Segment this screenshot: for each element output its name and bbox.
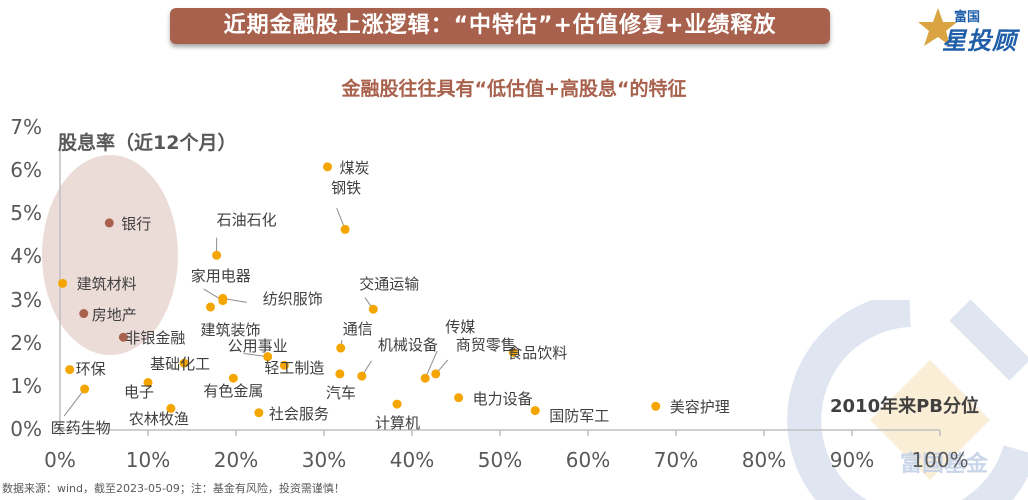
logo-top-text: 富国 [954, 10, 981, 25]
y-tick-label: 2% [10, 330, 42, 355]
point-label: 环保 [75, 359, 106, 378]
point-label: 社会服务 [268, 404, 329, 423]
x-tick-label: 100% [911, 448, 969, 472]
point-label: 交通运输 [359, 275, 420, 294]
data-point-国防军工 [530, 406, 540, 416]
data-point-美容护理 [651, 401, 661, 411]
y-axis-label: 股息率（近12个月） [58, 132, 237, 154]
point-label: 非银金融 [125, 329, 186, 348]
data-point-农林牧渔 [166, 403, 176, 413]
data-point-非银金融 [118, 332, 128, 342]
point-label: 商贸零售 [455, 335, 516, 354]
chart-subtitle: 金融股往往具有“低估值+高股息“的特征 [341, 78, 687, 100]
point-label: 电力设备 [472, 389, 533, 408]
point-label: 煤炭 [339, 158, 370, 177]
point-label: 机械设备 [377, 336, 438, 355]
data-point-食品饮料 [508, 347, 518, 357]
point-label: 美容护理 [669, 398, 730, 417]
y-tick-label: 5% [10, 201, 42, 226]
data-point-传媒 [420, 373, 430, 383]
data-point-建筑装饰 [205, 302, 215, 312]
point-label: 医药生物 [50, 419, 111, 437]
leader-line [63, 388, 86, 417]
x-tick-label: 20% [213, 448, 259, 472]
data-point-电力设备 [454, 393, 464, 403]
x-tick-label: 90% [829, 448, 875, 472]
data-point-有色金属 [228, 373, 238, 383]
x-tick-label: 50% [477, 448, 523, 472]
data-point-基础化工 [179, 358, 189, 368]
data-point-汽车 [335, 369, 345, 379]
point-label: 建筑材料 [76, 275, 137, 294]
y-tick-label: 7% [10, 115, 42, 139]
point-label: 基础化工 [150, 355, 211, 374]
point-label: 传媒 [445, 318, 476, 337]
point-label: 有色金属 [203, 382, 264, 401]
x-tick-label: 70% [653, 448, 699, 472]
data-point-电子 [143, 378, 153, 388]
point-label: 电子 [124, 382, 155, 401]
banner-title: 近期金融股上涨逻辑：“中特估”+估值修复+业绩释放 [170, 8, 830, 44]
data-point-环保 [65, 365, 75, 375]
y-tick-label: 3% [10, 287, 42, 312]
x-tick-label: 60% [565, 448, 611, 472]
footer-note: 数据来源：wind，截至2023-05-09；注：基金有风险，投资需谨慎！ [2, 482, 345, 495]
data-point-石油石化 [212, 250, 222, 260]
star-icon [918, 8, 957, 46]
point-label: 家用电器 [190, 266, 251, 285]
point-label: 纺织服饰 [262, 290, 323, 309]
leader-line [424, 350, 438, 379]
x-tick-label: 0% [44, 448, 76, 472]
data-point-轻工制造 [279, 360, 289, 370]
data-point-煤炭 [323, 162, 333, 172]
data-point-通信 [336, 343, 346, 353]
y-tick-label: 0% [10, 417, 42, 441]
point-label: 公用事业 [227, 336, 288, 355]
point-label: 食品饮料 [507, 344, 568, 363]
point-label: 农林牧渔 [128, 410, 189, 429]
point-label: 建筑装饰 [200, 321, 261, 340]
x-tick-label: 80% [741, 448, 787, 472]
data-point-社会服务 [254, 408, 264, 418]
y-tick-label: 4% [10, 244, 42, 269]
point-label: 房地产 [91, 305, 137, 324]
x-tick-label: 40% [389, 448, 435, 472]
data-point-钢铁 [340, 224, 350, 234]
point-label: 通信 [342, 320, 373, 339]
point-label: 银行 [121, 214, 152, 233]
x-tick-label: 30% [301, 448, 347, 472]
data-point-银行 [104, 218, 114, 228]
data-point-建筑材料 [58, 278, 68, 288]
watermark-text: 富国基金 [900, 452, 989, 477]
point-label: 计算机 [375, 414, 421, 433]
point-label: 汽车 [325, 383, 356, 402]
y-tick-label: 6% [10, 158, 42, 183]
watermark-logo-icon [787, 300, 1028, 500]
data-point-交通运输 [368, 304, 378, 314]
point-label: 钢铁 [331, 179, 362, 198]
data-point-纺织服饰 [218, 293, 228, 303]
x-axis-label: 2010年来PB分位 [830, 396, 980, 417]
data-point-公用事业 [263, 352, 273, 362]
data-point-房地产 [79, 309, 89, 319]
data-point-计算机 [392, 399, 402, 409]
point-label: 国防军工 [549, 406, 610, 425]
data-point-商贸零售 [431, 369, 441, 379]
point-label: 轻工制造 [264, 359, 325, 378]
point-label: 石油石化 [216, 211, 277, 230]
y-tick-label: 1% [10, 373, 42, 398]
logo-main-text: 星投顾 [942, 27, 1017, 55]
data-point-医药生物 [80, 384, 90, 394]
brand-logo: 富国 星投顾 [914, 4, 1024, 55]
finance-highlight-ellipse [42, 155, 178, 355]
data-point-机械设备 [357, 371, 367, 381]
x-tick-label: 10% [125, 448, 171, 472]
